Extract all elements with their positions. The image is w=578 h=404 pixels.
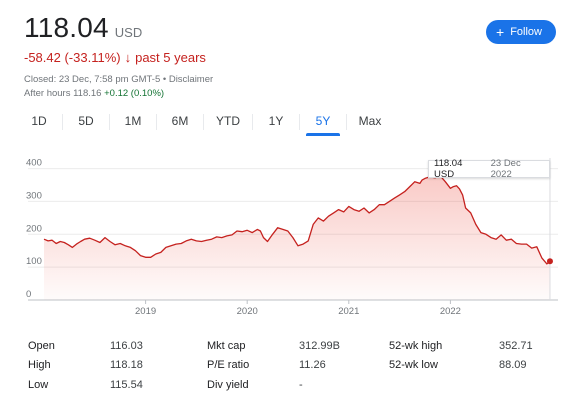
stat-label-mkt-cap: Mkt cap xyxy=(207,339,246,352)
stats-row: High 118.18 P/E ratio 11.26 52-wk low 88… xyxy=(28,356,558,376)
x-tick-label: 2022 xyxy=(440,306,461,317)
current-price: 118.04 xyxy=(24,12,109,43)
price-chart[interactable]: 400 300 200 100 0 2019 2020 2021 2022 xyxy=(0,140,578,320)
after-hours-change: +0.12 (0.10%) xyxy=(104,88,165,99)
tab-max[interactable]: Max xyxy=(358,114,382,128)
price-area xyxy=(44,175,550,300)
stat-label-div-yield: Div yield xyxy=(207,378,249,391)
price-line xyxy=(43,175,551,265)
chart-svg: 400 300 200 100 0 2019 2020 2021 2022 xyxy=(26,158,558,317)
range-tabs: 1D 5D 1M 6M YTD 1Y 5Y Max xyxy=(16,108,393,136)
y-tick-label: 300 xyxy=(26,190,42,201)
tab-1m[interactable]: 1M xyxy=(124,114,142,128)
closed-info: Closed: 23 Dec, 7:58 pm GMT-5 • Disclaim… xyxy=(24,74,214,85)
stat-value-pe-ratio: 11.26 xyxy=(299,359,326,372)
price-change: -58.42 (-33.11%) ↓ past 5 years xyxy=(24,50,206,65)
stats-row: Open 116.03 Mkt cap 312.99B 52-wk high 3… xyxy=(28,336,558,356)
tab-divider xyxy=(252,114,253,130)
stat-label-low: Low xyxy=(28,378,49,391)
stat-value-div-yield: - xyxy=(299,378,303,391)
stat-label-52wk-high: 52-wk high xyxy=(389,339,443,352)
tab-divider xyxy=(299,114,300,130)
tab-divider xyxy=(346,114,347,130)
last-price-dot xyxy=(546,258,553,265)
tooltip-price: 118.04 USD xyxy=(434,158,463,180)
tab-divider xyxy=(156,114,157,130)
after-hours-label: After hours 118.16 xyxy=(24,88,102,99)
tab-1y[interactable]: 1Y xyxy=(268,114,284,128)
currency-label: USD xyxy=(114,25,143,40)
stat-value-high: 118.18 xyxy=(110,359,143,372)
tab-1d[interactable]: 1D xyxy=(31,114,47,128)
tooltip-date: 23 Dec 2022 xyxy=(490,158,521,180)
x-tick-label: 2021 xyxy=(338,306,359,317)
stat-value-mkt-cap: 312.99B xyxy=(299,339,340,352)
stat-label-open: Open xyxy=(28,339,55,352)
stat-value-52wk-high: 352.71 xyxy=(499,339,533,352)
x-tick-label: 2019 xyxy=(135,306,156,317)
price-header: 118.04 USD xyxy=(24,12,142,44)
stat-value-52wk-low: 88.09 xyxy=(499,359,527,372)
tab-5d[interactable]: 5D xyxy=(78,114,94,128)
tab-ytd[interactable]: YTD xyxy=(216,114,240,128)
stats-table: Open 116.03 Mkt cap 312.99B 52-wk high 3… xyxy=(28,336,558,395)
tab-6m[interactable]: 6M xyxy=(171,114,189,128)
tab-divider xyxy=(203,114,204,130)
follow-label: Follow xyxy=(510,26,542,38)
stat-label-high: High xyxy=(28,359,51,372)
y-tick-label: 400 xyxy=(26,158,42,169)
arrow-down-icon: ↓ xyxy=(124,50,132,65)
plus-icon: + xyxy=(496,24,505,40)
tab-divider xyxy=(62,114,63,130)
stat-value-low: 115.54 xyxy=(110,378,143,391)
y-tick-label: 200 xyxy=(26,223,42,234)
stat-label-52wk-low: 52-wk low xyxy=(389,359,438,372)
tab-divider xyxy=(109,114,110,130)
y-tick-label: 0 xyxy=(26,289,31,300)
after-hours-info: After hours 118.16 +0.12 (0.10%) xyxy=(24,88,164,99)
chart-tooltip: 118.04 USD 23 Dec 2022 xyxy=(428,158,550,180)
y-tick-label: 100 xyxy=(26,256,42,267)
change-period: past 5 years xyxy=(135,50,206,65)
tab-5y[interactable]: 5Y xyxy=(300,108,346,136)
change-value: -58.42 (-33.11%) xyxy=(24,50,121,65)
stats-row: Low 115.54 Div yield - xyxy=(28,375,558,395)
stat-label-pe-ratio: P/E ratio xyxy=(207,359,250,372)
stat-value-open: 116.03 xyxy=(110,339,143,352)
follow-button[interactable]: + Follow xyxy=(486,20,556,44)
x-tick-label: 2020 xyxy=(237,306,258,317)
